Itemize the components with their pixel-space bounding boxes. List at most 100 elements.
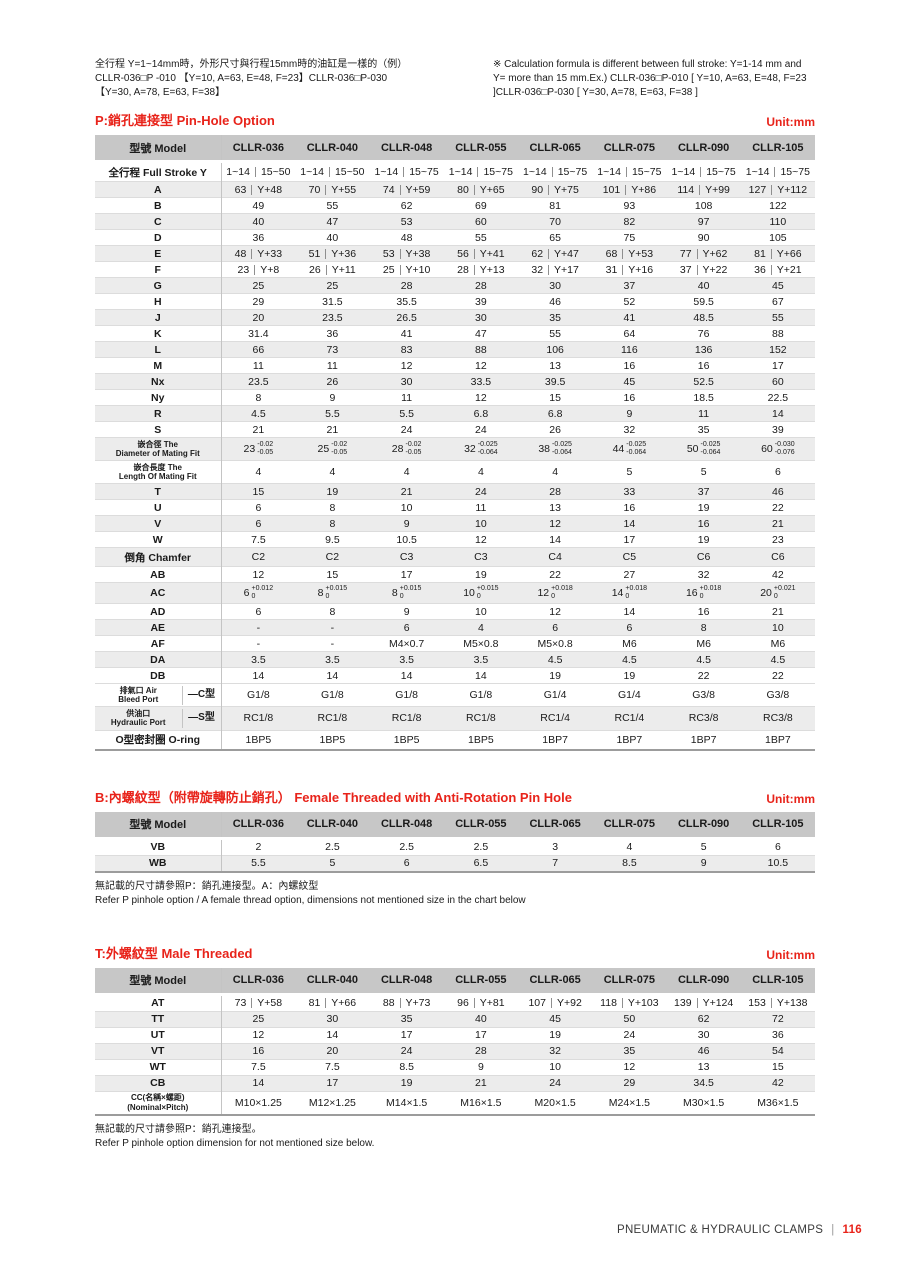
value-cell: C6 <box>666 547 741 567</box>
value-cell: 31 Y+16 <box>592 261 667 278</box>
value-cell: 45 <box>592 373 667 390</box>
table-row: AB 12 15 17 19 22 27 32 42 <box>95 566 815 583</box>
section-t-title: T:外螺紋型 Male Threaded <box>95 943 253 962</box>
value-cell: 36 <box>295 325 370 342</box>
value-cell: 1BP5 <box>295 729 370 750</box>
value-cell: 4 <box>592 837 667 856</box>
value-cell: 19 <box>518 667 593 684</box>
value-cell: 17 <box>740 357 815 374</box>
table-row: G 25 25 28 28 30 37 40 45 <box>95 277 815 294</box>
dual-value: 1~14 15~75 <box>597 166 662 178</box>
dual-value: 127 Y+112 <box>748 183 808 196</box>
value-cell: 26.5 <box>369 309 444 326</box>
value-cell: 93 <box>592 197 667 214</box>
value-cell: RC3/8 <box>740 706 815 731</box>
value-cell: 9 <box>369 603 444 620</box>
value-cell: 19 <box>369 1074 444 1092</box>
table-row: AC 6 +0.012 0 8 +0.015 0 8 +0.015 0 10 +0.015 0 12 +0.… <box>95 582 815 604</box>
value-cell: 8 <box>295 499 370 516</box>
dual-value: 101 Y+86 <box>602 183 657 196</box>
value-cell: 10.5 <box>369 531 444 548</box>
section-b-header: B:內螺紋型（附帶旋轉防止銷孔） Female Threaded with An… <box>95 787 815 806</box>
value-cell: 118 Y+103 <box>592 993 667 1012</box>
value-cell: 59.5 <box>666 293 741 310</box>
tolerance-value: 12 +0.018 0 <box>537 584 573 601</box>
value-cell: 1BP7 <box>740 729 815 750</box>
value-cell: 6 <box>740 460 815 484</box>
value-cell: 10 <box>518 1058 593 1076</box>
section-p-title-zh: P:銷孔連接型 <box>95 113 174 128</box>
value-cell: 17 <box>369 1026 444 1044</box>
table-row: CB 14 17 19 21 24 29 34.5 42 <box>95 1074 815 1092</box>
table-row: AE - -6 4 6 6 8 10 <box>95 619 815 636</box>
value-cell: 10 <box>369 499 444 516</box>
table-row: L 66 73 83 88 106 116 136 152 <box>95 341 815 358</box>
table-row: AT 73 Y+58 81 Y+66 88 Y+73 96 Y+81 107 Y+92 118 Y+10… <box>95 993 815 1012</box>
value-cell: 14 <box>295 667 370 684</box>
value-cell: 11 <box>221 357 296 374</box>
value-cell: M12×1.25 <box>295 1090 370 1115</box>
value-cell: 35 <box>518 309 593 326</box>
value-cell: 55 <box>443 229 518 246</box>
table-row: T 15 19 21 24 28 33 37 46 <box>95 483 815 500</box>
row-label: 全行程 Full Stroke Y <box>95 161 222 182</box>
value-cell: 11 <box>443 499 518 516</box>
value-cell: 1BP7 <box>666 729 741 750</box>
value-cell: 62 <box>369 197 444 214</box>
value-cell: 16 <box>592 357 667 374</box>
value-cell: 35 <box>666 421 741 438</box>
value-cell: 2 <box>221 837 296 856</box>
value-cell: C3 <box>443 547 518 567</box>
value-cell: G3/8 <box>666 683 741 707</box>
top-note-en: ※ Calculation formula is different betwe… <box>493 58 815 100</box>
value-cell: 152 <box>740 341 815 358</box>
value-cell: 6.8 <box>518 405 593 422</box>
section-b-title-zh: B:內螺紋型（附帶旋轉防止銷孔） <box>95 789 291 805</box>
value-cell: 5 <box>295 854 370 872</box>
value-cell: 8 <box>666 619 741 636</box>
value-cell: 67 <box>740 293 815 310</box>
value-cell: 10 <box>740 619 815 636</box>
tolerance-value: 16 +0.018 0 <box>685 584 722 601</box>
dual-value: 31 Y+16 <box>605 263 654 276</box>
pin-hole-table-container: 型號 Model CLLR-036 CLLR-040 CLLR-048 CLLR-055… <box>95 135 815 751</box>
footer-separator: | <box>831 1224 835 1236</box>
value-cell: 29 <box>221 293 296 310</box>
value-cell: 70 <box>518 213 593 230</box>
tolerance-value: 8 +0.015 0 <box>391 584 422 601</box>
value-cell: 6 <box>518 619 593 636</box>
value-cell: 14 <box>443 667 518 684</box>
value-cell: 1~14 15~75 <box>443 161 518 182</box>
value-cell: 6 <box>369 619 444 636</box>
value-cell: C2 <box>295 547 370 567</box>
table-row: C 40 47 53 60 70 82 97 110 <box>95 213 815 230</box>
value-cell: 105 <box>740 229 815 246</box>
row-label: WB <box>95 854 222 872</box>
top-note-en-line3: ]CLLR-036□P-030 [ Y=30, A=78, E=63, F=38… <box>493 87 698 98</box>
model-column-header: CLLR-090 <box>666 135 741 163</box>
value-cell: 51 Y+36 <box>295 245 370 262</box>
value-cell: 3.5 <box>295 651 370 668</box>
value-cell: 32 -0.025 -0.064 <box>443 436 518 461</box>
value-cell: 40 <box>443 1010 518 1028</box>
model-column-header: CLLR-048 <box>369 967 444 996</box>
dual-value: 62 Y+47 <box>531 247 579 260</box>
model-column-header: CLLR-065 <box>518 811 593 840</box>
value-cell: 12 +0.018 0 <box>518 582 593 604</box>
value-cell: 66 <box>221 341 296 358</box>
value-cell: 26 <box>518 421 593 438</box>
value-cell: 36 Y+21 <box>740 261 815 278</box>
table-row: TT 25 30 35 40 45 50 62 72 <box>95 1010 815 1028</box>
value-cell: 6 <box>221 515 296 532</box>
section-t-note-en: Refer P pinhole option dimension for not… <box>95 1138 375 1150</box>
model-column-header: CLLR-075 <box>592 811 667 840</box>
value-cell: C3 <box>369 547 444 567</box>
value-cell: 11 <box>666 405 741 422</box>
value-cell: 31.4 <box>221 325 296 342</box>
value-cell: 16 +0.018 0 <box>666 582 741 604</box>
dual-value: 107 Y+92 <box>528 997 582 1010</box>
value-cell: 6 <box>221 499 296 516</box>
value-cell: 45 <box>518 1010 593 1028</box>
value-cell: 24 <box>369 1042 444 1060</box>
value-cell: M6 <box>666 635 741 652</box>
